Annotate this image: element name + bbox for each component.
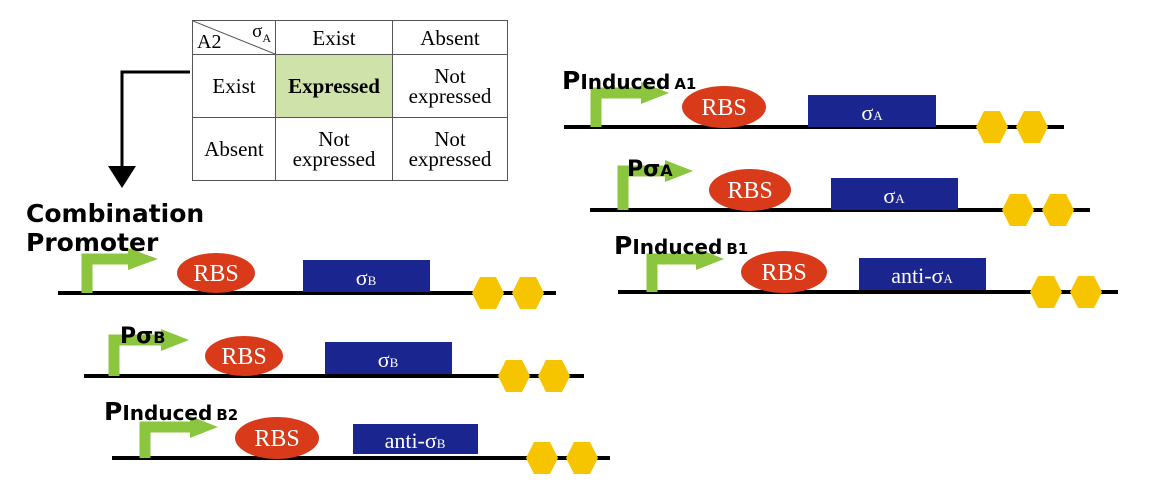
rbs-ellipse <box>235 417 319 459</box>
rbs-label: RBS <box>701 95 746 121</box>
construct-pinduced-a1: PInduced A1 RBS σA <box>562 66 1064 143</box>
promoter-arrowhead-icon <box>190 416 218 438</box>
table-corner-cell: A2 σA <box>192 20 276 55</box>
terminator-icon <box>512 277 544 309</box>
construct-pinduced-b2: PInduced B2 RBS anti-σB <box>104 397 610 474</box>
promoter-label: PInduced B2 <box>104 397 238 426</box>
promoter-arrow-icon <box>590 87 643 127</box>
promoter-label: PσA <box>627 157 673 182</box>
gene-box <box>831 178 958 210</box>
gene-label: σB <box>378 347 399 372</box>
promoter-arrow-icon <box>617 165 667 210</box>
row-header-absent: Absent <box>192 117 276 181</box>
combination-label-line2: Promoter <box>26 228 159 257</box>
construct-pinduced-b1: PInduced B1 RBS anti-σA <box>614 231 1118 308</box>
terminator-icon <box>1016 111 1048 143</box>
promoter-arrow-icon <box>81 253 130 293</box>
cell-not-expressed: Not expressed <box>275 117 393 181</box>
terminator-icon <box>1002 194 1034 226</box>
terminator-icon <box>1042 194 1074 226</box>
promoter-arrowhead-icon <box>161 329 189 351</box>
cell-not-expressed: Not expressed <box>392 54 508 118</box>
promoter-label: PσB <box>120 324 165 349</box>
terminator-icon <box>566 442 598 474</box>
promoter-arrowhead-icon <box>665 160 693 182</box>
gene-box <box>859 258 986 290</box>
gene-box <box>325 342 452 374</box>
construct-psigma-a: PσA RBS σA <box>590 157 1090 226</box>
terminator-icon <box>526 442 558 474</box>
rbs-label: RBS <box>254 426 299 452</box>
gene-label: σA <box>883 183 905 208</box>
terminator-icon <box>1070 276 1102 308</box>
gene-label: σA <box>861 100 883 125</box>
promoter-arrow-icon <box>139 421 192 458</box>
gene-box <box>303 260 430 292</box>
rbs-ellipse <box>205 336 283 376</box>
row-axis-label: A2 <box>197 31 222 53</box>
terminator-icon <box>498 360 530 392</box>
cell-expressed: Expressed <box>275 54 393 118</box>
row-header-exist: Exist <box>192 54 276 118</box>
connector-arrow <box>108 70 190 188</box>
construct-combination-sigma-b: RBS σB <box>58 248 556 309</box>
corner-divider <box>193 21 275 54</box>
col-header-exist: Exist <box>275 20 393 55</box>
gene-label: σB <box>356 265 377 290</box>
promoter-arrowhead-icon <box>641 82 669 104</box>
terminator-icon <box>538 360 570 392</box>
rbs-ellipse <box>741 251 827 293</box>
terminator-icon <box>976 111 1008 143</box>
gene-label: anti-σA <box>891 263 953 288</box>
rbs-label: RBS <box>221 344 266 370</box>
rbs-ellipse <box>709 169 791 211</box>
promoter-arrow-icon <box>108 334 163 376</box>
promoter-arrowhead-icon <box>128 248 158 270</box>
promoter-arrowhead-icon <box>696 248 724 270</box>
col-axis-label: σA <box>252 21 271 45</box>
gene-box <box>808 95 936 127</box>
gene-label: anti-σB <box>385 428 446 453</box>
combination-label-line1: Combination <box>26 199 204 228</box>
promoter-label: PInduced B1 <box>614 231 748 260</box>
expression-truth-table: A2 σA Exist Absent Exist Expressed Not e… <box>192 20 508 181</box>
promoter-arrow-icon <box>646 253 698 292</box>
col-header-absent: Absent <box>392 20 508 55</box>
rbs-label: RBS <box>761 260 806 286</box>
terminator-icon <box>472 277 504 309</box>
promoter-label: PInduced A1 <box>562 66 696 95</box>
rbs-ellipse <box>682 86 766 128</box>
cell-not-expressed: Not expressed <box>392 117 508 181</box>
rbs-label: RBS <box>193 261 238 287</box>
rbs-label: RBS <box>727 178 772 204</box>
rbs-ellipse <box>177 253 255 293</box>
terminator-icon <box>1030 276 1062 308</box>
gene-box <box>353 424 478 454</box>
construct-psigma-b: PσB RBS σB <box>84 324 584 392</box>
